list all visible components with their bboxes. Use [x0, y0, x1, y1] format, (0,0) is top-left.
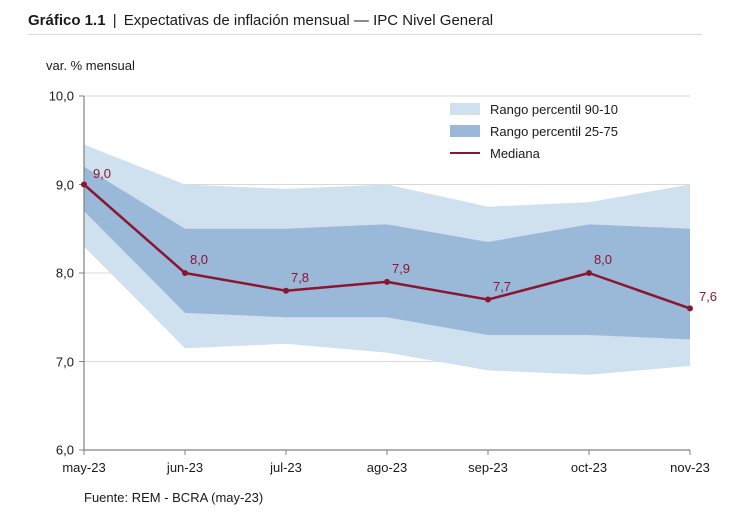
median-value-label: 7,6 — [699, 289, 717, 304]
median-marker — [182, 270, 188, 276]
median-marker — [384, 279, 390, 285]
legend-label: Rango percentil 25-75 — [490, 124, 618, 139]
y-tick-label: 6,0 — [56, 443, 74, 458]
x-tick-label: ago-23 — [367, 460, 407, 475]
legend-item: Mediana — [450, 142, 618, 164]
y-tick-label: 9,0 — [56, 177, 74, 192]
x-tick-label: nov-23 — [670, 460, 710, 475]
x-tick-label: may-23 — [62, 460, 105, 475]
x-tick-label: oct-23 — [571, 460, 607, 475]
x-tick-label: jun-23 — [167, 460, 203, 475]
legend-item: Rango percentil 90-10 — [450, 98, 618, 120]
median-value-label: 8,0 — [190, 252, 208, 267]
median-marker — [586, 270, 592, 276]
legend-label: Mediana — [490, 146, 540, 161]
median-marker — [283, 288, 289, 294]
y-tick-label: 7,0 — [56, 354, 74, 369]
legend-swatch — [450, 103, 480, 115]
median-marker — [687, 305, 693, 311]
x-tick-label: sep-23 — [468, 460, 508, 475]
median-value-label: 8,0 — [594, 252, 612, 267]
median-value-label: 7,7 — [493, 279, 511, 294]
legend-swatch — [450, 125, 480, 137]
chart-plot — [0, 0, 730, 526]
chart-container: { "title_prefix": "Gráfico 1.1", "title_… — [0, 0, 730, 526]
chart-legend: Rango percentil 90-10 Rango percentil 25-… — [450, 98, 618, 164]
median-value-label: 7,8 — [291, 270, 309, 285]
legend-label: Rango percentil 90-10 — [490, 102, 618, 117]
median-value-label: 9,0 — [93, 166, 111, 181]
x-tick-label: jul-23 — [270, 460, 302, 475]
y-tick-label: 8,0 — [56, 266, 74, 281]
y-tick-label: 10,0 — [49, 89, 74, 104]
median-marker — [81, 182, 87, 188]
legend-item: Rango percentil 25-75 — [450, 120, 618, 142]
median-value-label: 7,9 — [392, 261, 410, 276]
legend-line-icon — [450, 152, 480, 154]
median-marker — [485, 297, 491, 303]
